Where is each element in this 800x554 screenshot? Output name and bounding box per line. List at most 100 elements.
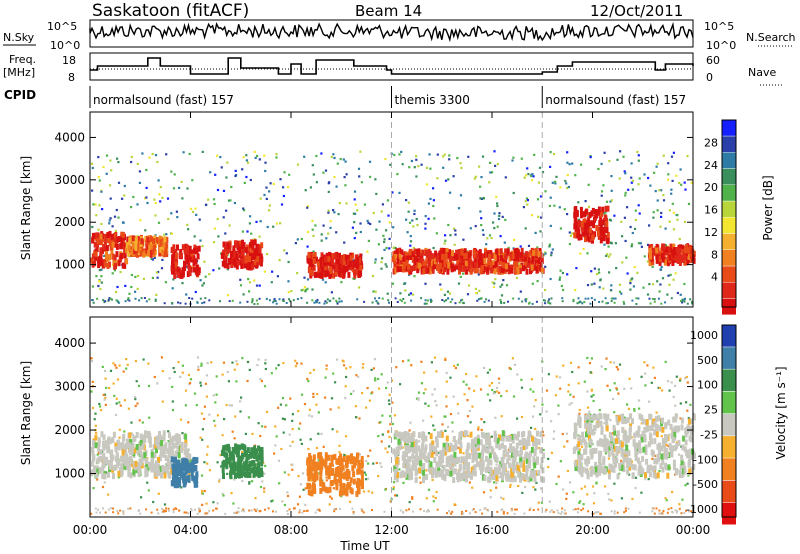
scatter-cell [583,380,586,383]
scatter-cell [544,251,547,254]
echo-cell [119,243,123,250]
scatter-cell [239,284,243,287]
scatter-cell [236,363,239,366]
echo-cell [257,445,261,452]
echo-cell [506,458,510,465]
scatter-cell [497,391,501,394]
scatter-cell [660,189,663,192]
scatter-cell [354,405,357,408]
scatter-cell [136,287,139,290]
echo-cell [483,475,487,482]
scatter-cell [410,364,413,367]
echo-cell [413,248,417,255]
scatter-cell [459,162,462,165]
echo-cell [649,253,652,260]
scatter-cell [408,166,411,169]
nave-tick-top: 60 [706,54,720,67]
scatter-cell [331,464,334,467]
scatter-cell [315,181,318,184]
scatter-cell [138,181,141,184]
scatter-cell [380,373,383,376]
scatter-cell [330,155,333,159]
scatter-cell [99,287,102,291]
scatter-cell [432,187,435,190]
echo-cell [349,264,353,271]
echo-cell [427,260,431,267]
echo-cell [337,270,341,277]
scatter-cell [381,433,384,436]
scatter-cell [116,157,119,160]
echo-cell [539,463,543,470]
scatter-cell [537,501,540,504]
echo-cell [93,241,97,248]
scatter-cell [186,187,189,190]
scatter-cell [297,475,300,478]
scatter-cell [215,375,218,378]
scatter-cell [408,221,412,224]
scatter-cell [587,406,590,409]
echo-cell [234,472,237,479]
scatter-cell [675,174,678,177]
scatter-cell [597,167,600,171]
echo-cell [501,430,505,437]
scatter-cell [590,388,594,391]
scatter-cell [117,476,120,479]
scatter-cell [325,368,328,371]
scatter-cell [674,384,677,387]
echo-cell [450,454,454,461]
scatter-cell [588,362,592,365]
scatter-cell [462,478,465,481]
scatter-cell [268,204,271,207]
echo-cell [132,461,136,467]
scatter-cell [311,288,314,291]
scatter-cell [547,465,550,469]
scatter-cell [489,489,492,492]
echo-cell [160,472,163,479]
echo-cell [537,258,541,264]
scatter-cell [108,386,111,390]
echo-cell [106,443,110,450]
scatter-cell [277,406,280,409]
scatter-cell [136,162,139,165]
scatter-cell [227,380,230,383]
echo-cell [437,470,440,477]
echo-cell [323,260,327,267]
echo-cell [181,463,184,470]
echo-cell [525,465,529,472]
ground-cell [613,301,616,304]
echo-cell [345,265,349,272]
scatter-cell [384,447,387,450]
scatter-cell [388,403,391,406]
scatter-cell [206,453,209,456]
scatter-cell [239,278,242,281]
scatter-cell [686,155,689,158]
scatter-cell [598,409,601,412]
echo-cell [605,221,609,227]
scatter-cell [487,471,490,474]
scatter-cell [114,364,117,367]
scatter-cell [630,245,633,248]
echo-cell [469,268,473,275]
echo-cell [326,469,330,476]
ground-cell [604,297,607,300]
scatter-cell [569,393,572,396]
scatter-cell [217,235,220,238]
scatter-cell [355,374,358,377]
scatter-cell [502,497,505,500]
scatter-cell [203,461,206,464]
scatter-cell [329,495,332,498]
ground-cell [171,302,174,304]
echo-cell [648,247,652,254]
echo-cell [244,463,248,470]
scatter-cell [340,281,343,284]
scatter-cell [253,279,256,282]
echo-cell [421,464,425,470]
scatter-cell [302,488,305,491]
echo-cell [192,457,196,464]
scatter-cell [579,252,582,255]
scatter-cell [587,205,591,208]
scatter-cell [315,154,318,158]
echo-cell [184,433,188,440]
echo-cell [333,453,337,460]
scatter-cell [555,482,558,486]
